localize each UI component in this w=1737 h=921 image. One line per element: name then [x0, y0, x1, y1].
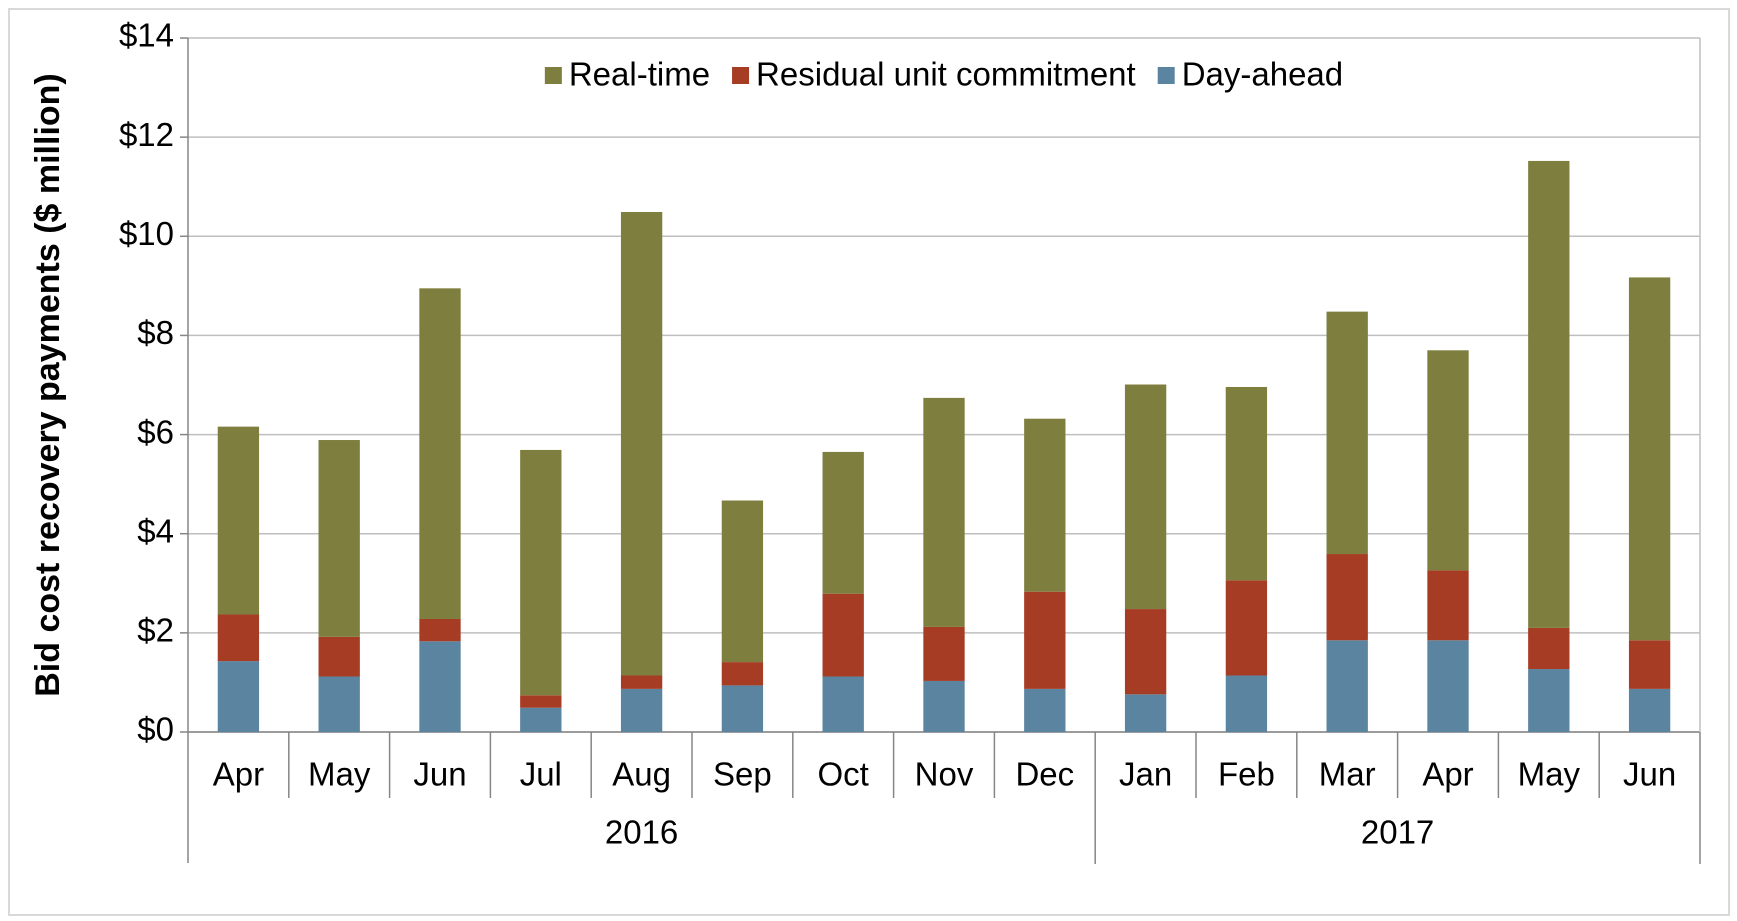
bar-segment: [1528, 627, 1570, 670]
bar-segment: [217, 426, 260, 615]
bar-segment: [1528, 160, 1570, 628]
bar-segment: [721, 500, 764, 663]
legend-swatch: [1157, 67, 1175, 84]
bar-segment: [1326, 554, 1368, 641]
group-label: 2016: [605, 814, 678, 851]
y-tick-label: $12: [119, 116, 174, 153]
y-tick-label: $2: [137, 612, 174, 649]
bar-segment: [1628, 688, 1671, 732]
group-label: 2017: [1361, 814, 1434, 851]
x-tick-label: Nov: [915, 756, 974, 793]
x-tick-label: Jun: [413, 756, 466, 793]
bar-segment: [923, 680, 965, 732]
bar-segment: [620, 675, 663, 689]
x-tick-label: Jul: [520, 756, 562, 793]
bar-segment: [1024, 418, 1066, 592]
x-tick-label: Sep: [713, 756, 772, 793]
bar-segment: [318, 440, 360, 637]
bar-segment: [1528, 669, 1570, 732]
x-tick-label: Jun: [1623, 756, 1676, 793]
bar-segment: [822, 676, 864, 732]
y-tick-label: $10: [119, 215, 174, 252]
x-tick-label: Feb: [1218, 756, 1275, 793]
x-tick-label: Apr: [1422, 756, 1473, 793]
bar-segment: [318, 676, 360, 732]
y-axis-label: Bid cost recovery payments ($ million): [29, 73, 67, 697]
legend-label: Day-ahead: [1182, 56, 1343, 93]
bar-segment: [1225, 675, 1268, 732]
y-tick-label: $4: [137, 512, 174, 549]
bar-segment: [318, 636, 360, 677]
bar-segment: [217, 614, 260, 662]
bar-segment: [520, 695, 562, 708]
bar-segment: [822, 451, 864, 594]
bar-segment: [1427, 640, 1469, 732]
x-tick-label: Oct: [818, 756, 869, 793]
bar-segment: [721, 685, 764, 732]
bar-segment: [217, 661, 260, 732]
x-tick-label: Dec: [1015, 756, 1074, 793]
bar-segment: [620, 688, 663, 732]
bar-segment: [923, 397, 965, 627]
bar-segment: [1326, 311, 1368, 555]
bar-segment: [1628, 640, 1671, 689]
y-tick-label: $0: [137, 711, 174, 748]
bar-segment: [1427, 350, 1469, 571]
bar-segment: [419, 641, 461, 732]
bar-segment: [520, 707, 562, 732]
bar-segment: [1124, 384, 1167, 610]
x-tick-label: Jan: [1119, 756, 1172, 793]
bar-segment: [721, 662, 764, 686]
bar-segment: [1024, 591, 1066, 689]
x-tick-label: May: [308, 756, 371, 793]
bar-segment: [1628, 277, 1671, 641]
bar-segment: [1427, 570, 1469, 641]
x-tick-label: Aug: [612, 756, 671, 793]
bar-segment: [1124, 609, 1167, 695]
bar-segment: [1124, 694, 1167, 732]
x-tick-label: May: [1518, 756, 1581, 793]
bar-segment: [520, 449, 562, 696]
bar-segment: [419, 618, 461, 642]
legend-label: Real-time: [569, 56, 710, 93]
bar-segment: [1225, 580, 1268, 676]
bar-segment: [923, 626, 965, 681]
x-tick-label: Apr: [213, 756, 264, 793]
bar-segment: [620, 211, 663, 676]
bar-segment: [1225, 386, 1268, 581]
bar-segment: [1024, 688, 1066, 732]
y-tick-label: $6: [137, 413, 174, 450]
legend-swatch: [544, 67, 562, 84]
x-tick-label: Mar: [1319, 756, 1376, 793]
y-tick-label: $8: [137, 314, 174, 351]
bar-segment: [1326, 640, 1368, 732]
chart-frame: [8, 8, 1730, 916]
legend-swatch: [732, 67, 750, 84]
bar-segment: [822, 593, 864, 677]
legend-label: Residual unit commitment: [756, 56, 1136, 93]
y-tick-label: $14: [119, 17, 174, 54]
bar-segment: [419, 288, 461, 619]
